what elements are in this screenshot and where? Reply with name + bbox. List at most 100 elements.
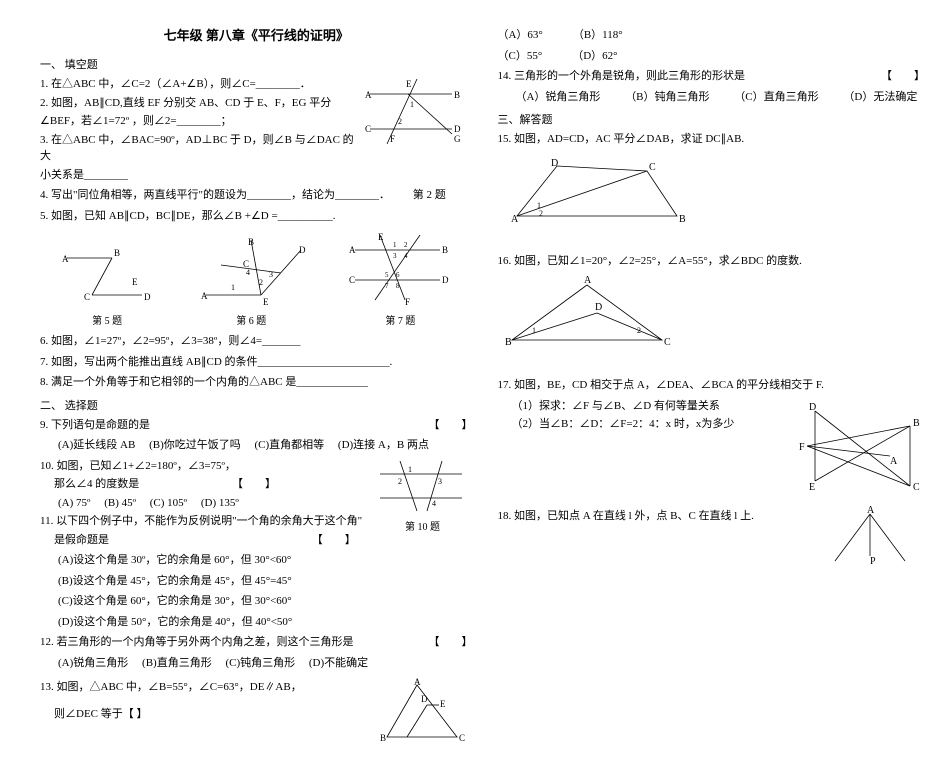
q17a-text: 17. 如图，BE，CD 相交于点 A，∠DEA、∠BCA 的平分线相交于 F. [497,377,925,394]
svg-text:F: F [405,297,410,307]
svg-text:C: C [649,162,656,173]
q9-text: 9. 下列语句是命题的是 【 】 [40,417,472,434]
svg-text:7: 7 [385,282,389,290]
q12-opt-c: (C)钝角三角形 [225,657,295,669]
svg-text:1: 1 [231,283,235,292]
svg-text:A: A [201,291,208,301]
svg-text:A: A [414,677,421,687]
q14-opt-a: （A）锐角三角形 [515,91,600,103]
svg-text:A: A [511,214,519,225]
svg-text:F: F [799,442,805,453]
svg-text:E: E [406,79,412,89]
svg-text:2: 2 [539,209,543,218]
q12-stem: 12. 若三角形的一个内角等于另外两个内角之差，则这个三角形是 [40,636,354,648]
q4-text: 4. 写出"同位角相等，两直线平行"的题设为________，结论为______… [40,187,472,204]
q16-text: 16. 如图，已知∠1=20°，∠2=25°，∠A=55°，求∠BDC 的度数. [497,253,925,270]
q14-opt-d: （D）无法确定 [843,91,917,103]
q9-opt-d: (D)连接 A，B 两点 [338,439,429,451]
q10-opt-a: (A) 75º [58,497,90,509]
q11-opt-b: (B)设这个角是 45°，它的余角是 45°，但 45°=45° [40,573,472,590]
svg-text:D: D [144,292,151,302]
q14-options: （A）锐角三角形 （B）钝角三角形 （C）直角三角形 （D）无法确定 [497,89,925,106]
q11b-stem: 是假命题是 [54,534,109,546]
svg-text:3: 3 [438,477,442,486]
svg-text:G: G [454,134,461,144]
q9-opt-a: (A)延长线段 AB [58,439,135,451]
svg-text:C: C [365,124,371,134]
q13-opt-c: （C）55° [497,48,542,65]
q9-opt-c: (C)直角都相等 [254,439,324,451]
svg-text:B: B [505,337,512,348]
q10-opt-b: (B) 45º [104,497,136,509]
figure-18: A P [815,506,925,566]
q6-text: 6. 如图，∠1=27º，∠2=95º，∠3=38º，则∠4=_______ [40,333,472,350]
svg-text:B: B [442,245,448,255]
svg-text:B: B [380,733,386,743]
svg-text:E: E [378,232,384,242]
svg-text:4: 4 [404,252,408,260]
svg-text:B: B [114,248,120,258]
q13-opt-b: （B）118° [573,27,623,44]
svg-text:6: 6 [396,271,400,279]
figure-17: D E B C A F [795,396,925,506]
svg-text:2: 2 [398,117,402,126]
fig6-caption: 第 6 题 [191,312,311,327]
svg-text:C: C [84,292,90,302]
q10b-stem: 那么∠4 的度数是 [54,478,139,490]
q15-text: 15. 如图，AD=CD，AC 平分∠DAB，求证 DC∥AB. [497,131,925,148]
svg-text:1: 1 [532,326,536,335]
q4-content: 4. 写出"同位角相等，两直线平行"的题设为________，结论为______… [40,189,390,201]
fig2-caption: 第 2 题 [413,189,446,201]
figure-13: A B C D E [372,677,472,747]
svg-text:1: 1 [410,100,414,109]
q14-text: 14. 三角形的一个外角是锐角，则此三角形的形状是 【 】 [497,68,925,85]
figure-6: A B C D E 1 2 3 4 [191,235,311,310]
svg-text:A: A [365,90,372,100]
figure-10: 1 2 3 4 [372,456,472,516]
q5-text: 5. 如图，已知 AB∥CD，BC∥DE，那么∠B +∠D =_________… [40,208,472,225]
svg-text:D: D [551,158,558,169]
q12-opt-b: (B)直角三角形 [142,657,212,669]
q14-opt-c: （C）直角三角形 [734,91,818,103]
q9-bracket: 【 】 [428,417,472,434]
section-1-heading: 一、 填空题 [40,56,472,72]
figure-15: A B C D 1 2 [497,156,697,231]
svg-text:1: 1 [408,465,412,474]
q10-opt-c: (C) 105º [150,497,187,509]
svg-text:3: 3 [269,270,273,279]
figure-row-567: A B C D E 第 5 题 A B C D E [40,230,472,327]
q14-stem: 14. 三角形的一个外角是锐角，则此三角形的形状是 [497,70,745,82]
svg-text:B: B [679,214,686,225]
q14-bracket: 【 】 [881,68,925,85]
q11-opt-a: (A)设这个角是 30º，它的余角是 60°，但 30°<60° [40,552,472,569]
svg-text:1: 1 [393,241,397,249]
svg-text:A: A [62,254,69,264]
svg-text:A: A [349,245,356,255]
svg-text:E: E [809,482,815,493]
q13-opt-a: （A）63° [497,27,542,44]
q12-options: (A)锐角三角形 (B)直角三角形 (C)钝角三角形 (D)不能确定 [40,655,472,672]
fig7-caption: 第 7 题 [345,312,455,327]
svg-text:D: D [454,124,461,134]
svg-text:2: 2 [404,241,408,249]
q11-bracket: 【 】 [312,534,356,546]
svg-text:D: D [442,275,449,285]
figure-16: A B C D 1 2 [497,275,677,355]
svg-text:D: D [809,402,816,413]
svg-text:2: 2 [637,326,641,335]
svg-text:B: B [248,237,254,247]
svg-text:B: B [913,418,920,429]
svg-text:2: 2 [398,477,402,486]
svg-text:E: E [263,297,269,307]
section-2-heading: 二、 选择题 [40,397,472,413]
q7-text: 7. 如图，写出两个能推出直线 AB∥CD 的条件_______________… [40,354,472,371]
svg-text:D: D [299,245,306,255]
svg-text:D: D [595,302,602,313]
q12-opt-a: (A)锐角三角形 [58,657,128,669]
q3b-text: 小关系是________ [40,167,472,184]
q11-opt-c: (C)设这个角是 60°，它的余角是 30°，但 30°<60° [40,593,472,610]
q11b-text: 是假命题是 【 】 [40,532,472,549]
svg-text:A: A [584,275,592,286]
svg-text:E: E [440,699,446,709]
svg-text:4: 4 [246,268,250,277]
